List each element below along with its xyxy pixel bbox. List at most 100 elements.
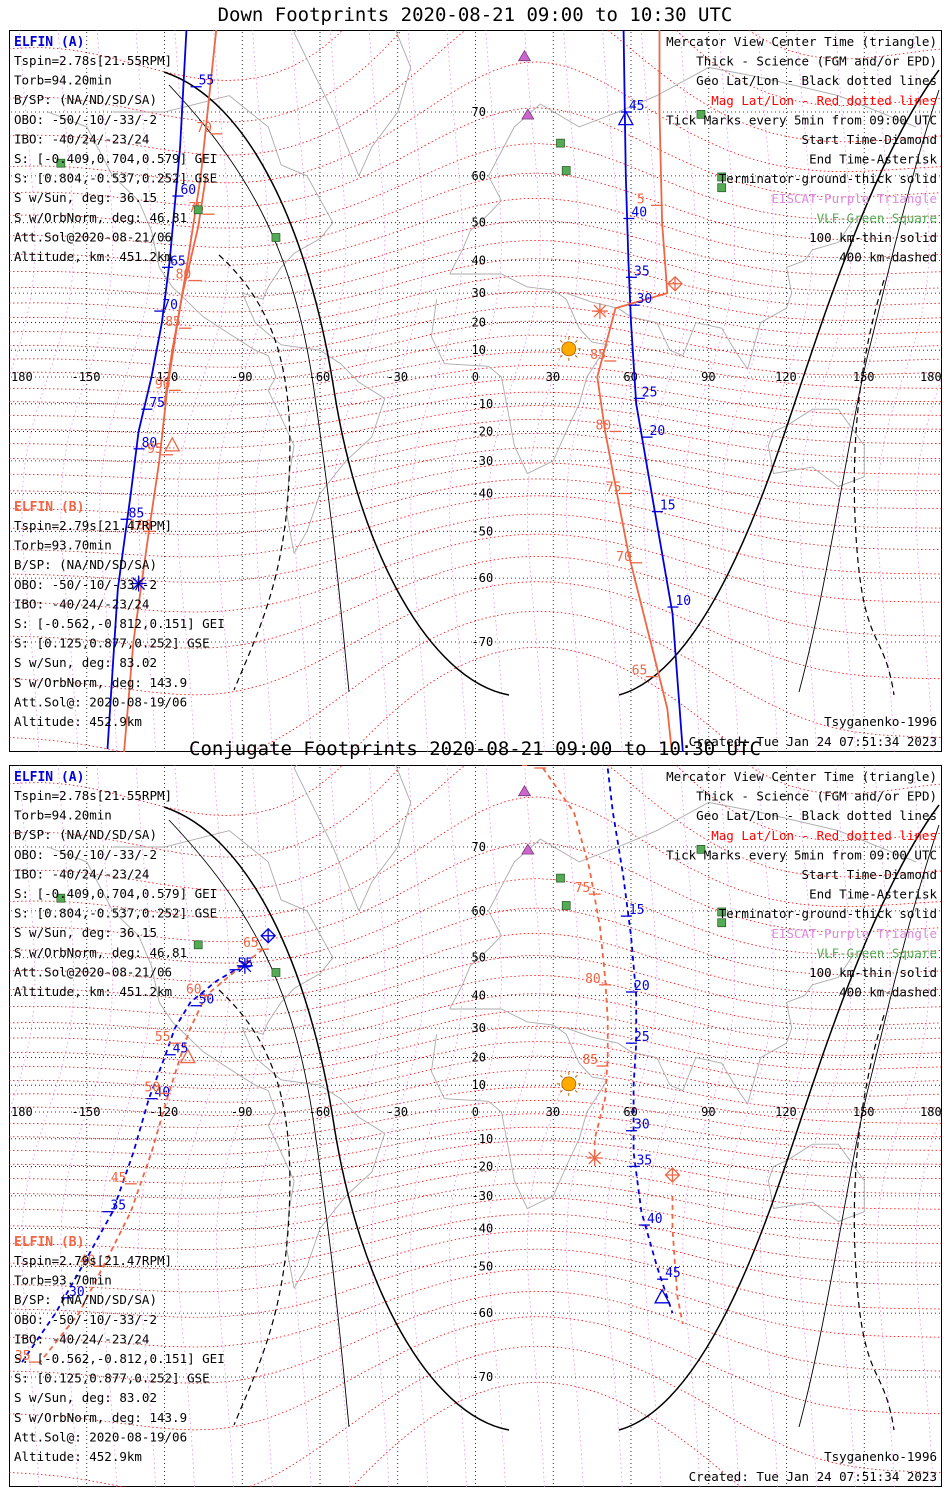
sun-ray xyxy=(559,340,563,343)
ground-stations xyxy=(56,785,727,1096)
sun-ray xyxy=(574,1075,578,1078)
terminator-west xyxy=(163,71,510,696)
mag-lon-line xyxy=(799,765,852,1487)
legend-line: Thick - Science (FGM and/or EPD) xyxy=(696,789,937,804)
ground-stations xyxy=(56,50,727,361)
lon-tick-label: 150 xyxy=(853,370,875,384)
map-down-footprints: 180 -150 -120 -90 -60 -30 0 30 60 90 120 150 180 70 60… xyxy=(9,30,942,752)
lon-tick-label: -90 xyxy=(231,1105,253,1119)
start-diamond-b xyxy=(667,275,683,292)
elfin-a-info-line: B/SP: (NA/ND/SD/SA) xyxy=(14,92,157,107)
lat-tick-label: -30 xyxy=(472,1189,494,1203)
vlf-square xyxy=(556,138,565,148)
elfin-a-tick-label: 60 xyxy=(180,183,196,198)
elfin-b-info-line: B/SP: (NA/ND/SD/SA) xyxy=(14,557,157,572)
elfin-a-tick-label: 70 xyxy=(162,298,178,313)
lon-tick-label: -60 xyxy=(309,370,331,384)
lat-tick-label: 60 xyxy=(472,169,486,183)
mag-lat-line xyxy=(9,364,942,407)
lon-tick-label: -60 xyxy=(309,1105,331,1119)
legend-line: Tick Marks every 5min from 09:00 UTC xyxy=(666,847,937,862)
info-text: ELFIN (A) Tspin=2.78s[21.55RPM] Torb=94.20… xyxy=(14,769,937,1484)
coastline xyxy=(47,846,295,1289)
elfin-b-info-line: S: [-0.562,-0.812,0.151] GEI xyxy=(14,616,225,631)
asterisk-stroke xyxy=(588,1151,602,1165)
lon-tick-label: 0 xyxy=(472,370,479,384)
elfin-b-tick-label: 60 xyxy=(186,983,202,998)
lat-tick-label: 30 xyxy=(472,1021,486,1035)
elfin-b-tick-label: 35 xyxy=(15,1349,31,1364)
elfin-a-info-line: Att.Sol@2020-08-21/06 xyxy=(14,964,172,979)
info-text: ELFIN (A) Tspin=2.78s[21.55RPM] Torb=94.20… xyxy=(14,34,937,749)
map-frame xyxy=(9,765,942,1487)
lon-tick-label: -90 xyxy=(231,370,253,384)
elfin-b-tick-label: 95 xyxy=(147,442,163,457)
vlf-square xyxy=(271,968,281,977)
elfin-b-tick-label: 65 xyxy=(243,936,259,951)
elfin-a-tick-label: 45 xyxy=(665,1266,681,1281)
sun-ray xyxy=(559,1089,563,1093)
terminator-east xyxy=(618,804,940,1431)
elfin-a-tick-label: 30 xyxy=(637,292,653,307)
elfin-b-tick-label: 75 xyxy=(606,480,622,495)
legend-line: 100 km-thin solid xyxy=(809,965,937,980)
line-400km xyxy=(218,989,291,1426)
eiscat-triangle xyxy=(517,785,532,797)
asterisk-stroke xyxy=(132,577,146,590)
lon-tick-label: -120 xyxy=(149,1105,178,1119)
sun-icon xyxy=(556,1071,581,1096)
elfin-a-info-line: OBO: -50/-10/-33/-2 xyxy=(14,112,157,127)
elfin-b-tick-label: 50 xyxy=(145,1080,161,1095)
sun-ray xyxy=(559,1075,563,1078)
lat-tick-label: 10 xyxy=(472,343,486,357)
lon-tick-label: 180 xyxy=(11,370,33,384)
lon-tick-label: 180 xyxy=(11,1105,33,1119)
mag-lon-line xyxy=(332,30,386,752)
lon-tick-label: -150 xyxy=(72,370,101,384)
coastline xyxy=(449,801,917,1010)
asterisk-stroke xyxy=(238,959,252,973)
elfin-a-tick-label: 35 xyxy=(637,1153,653,1168)
line-100km xyxy=(168,819,350,1428)
elfin-a-tick-label: 10 xyxy=(675,594,691,609)
elfin-b-info-line: S: [0.125,0.877,0.252] GSE xyxy=(14,636,210,651)
elfin-b-track-east-2 xyxy=(596,30,673,752)
track-markers xyxy=(179,927,681,1304)
legend-line: Mag Lat/Lon - Red dotted lines xyxy=(711,828,937,843)
lat-tick-label: 40 xyxy=(472,254,486,268)
legend-line: Geo Lat/Lon - Black dotted lines xyxy=(696,808,937,823)
elfin-b-info-line: Torb=93.70min xyxy=(14,1273,112,1288)
line-400km-east xyxy=(853,279,895,696)
elfin-b-tick-label: 55 xyxy=(155,1030,171,1045)
mag-lat-line xyxy=(9,610,942,752)
coastline xyxy=(566,957,852,1106)
elfin-a-tick-label: 80 xyxy=(142,436,158,451)
lat-tick-label: -50 xyxy=(472,524,494,538)
legend-line: 400 km-dashed xyxy=(839,250,937,265)
mag-lat-line xyxy=(9,1055,942,1103)
elfin-b-info-line: S: [-0.562,-0.812,0.151] GEI xyxy=(14,1351,225,1366)
elfin-a-tick-label: 25 xyxy=(634,1030,650,1045)
elfin-a-tick-label: 15 xyxy=(660,499,676,514)
model-label: Tsyganenko-1996 xyxy=(824,714,937,729)
line-100km xyxy=(168,84,350,693)
terminator-layer xyxy=(163,804,940,1431)
lon-tick-label: 0 xyxy=(472,1105,479,1119)
lat-tick-label: 20 xyxy=(472,1051,486,1065)
lat-tick-label: -60 xyxy=(472,1306,494,1320)
elfin-b-track-east-2 xyxy=(671,1195,684,1325)
lon-tick-label: 30 xyxy=(546,370,560,384)
elfin-b-track-east xyxy=(163,175,207,404)
footprint-tracks xyxy=(106,30,684,752)
mag-lat-line xyxy=(9,1345,942,1487)
coastline xyxy=(293,30,412,177)
vlf-square xyxy=(717,172,727,182)
elfin-a-info-line: IBO: -40/24/-23/24 xyxy=(14,866,149,881)
elfin-a-info-line: Torb=94.20min xyxy=(14,808,112,823)
elfin-b-info-line: IBO: -40/24/-23/24 xyxy=(14,1331,149,1346)
mag-lon-line xyxy=(99,765,152,1487)
mag-lat-line xyxy=(9,878,942,964)
lat-tick-label: -40 xyxy=(472,1221,494,1235)
view-center-triangle-a xyxy=(654,1288,671,1304)
mag-lon-line xyxy=(643,765,697,1487)
